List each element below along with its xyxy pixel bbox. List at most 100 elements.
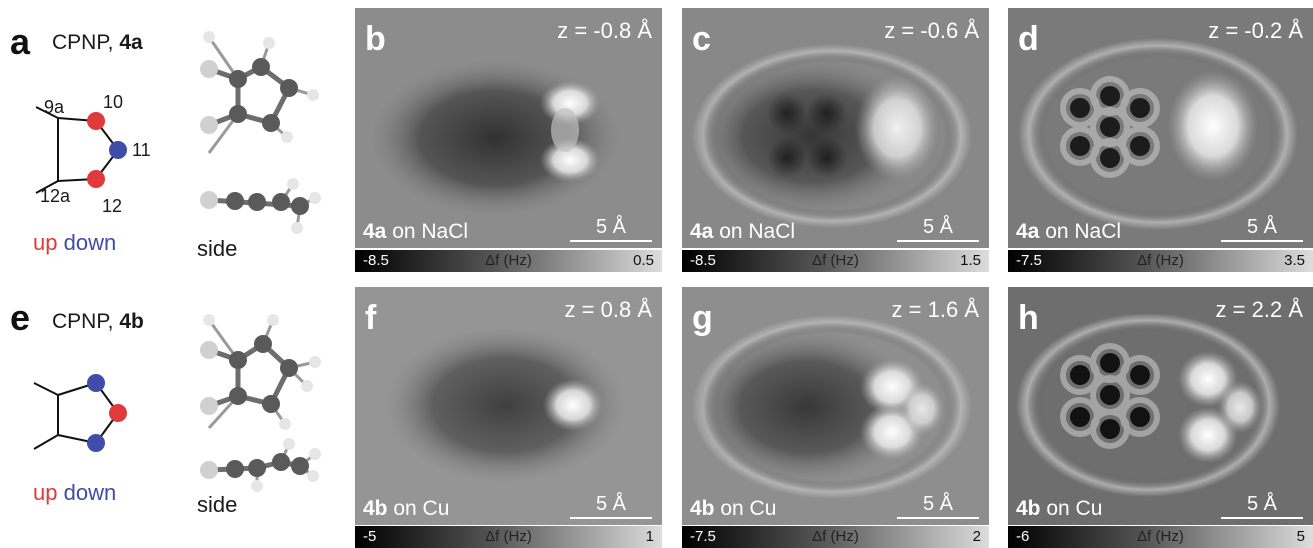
side-label-a: side: [197, 236, 238, 261]
afm-panel-b: b z = -0.8 Å 4a on NaCl 5 Å: [355, 8, 662, 248]
sample-label-c: 4a on NaCl: [690, 221, 795, 242]
colorbar-label-f: Δf (Hz): [485, 528, 532, 545]
height-value-b: z = -0.8 Å: [557, 18, 652, 43]
scale-label-h: 5 Å: [1246, 493, 1278, 515]
colorbar-min-h: -6: [1016, 528, 1030, 545]
atom-label-10: 10: [103, 92, 124, 112]
colorbar-d: -7.5 Δf (Hz) 3.5: [1008, 250, 1313, 272]
colorbar-label-g: Δf (Hz): [812, 528, 859, 545]
colorbar-min-d: -7.5: [1016, 252, 1042, 269]
afm-panel-d: d z = -0.2 Å 4a on NaCl 5 Å: [1008, 8, 1313, 248]
scale-label-b: 5 Å: [595, 216, 627, 238]
sample-label-g: 4b on Cu: [690, 498, 776, 519]
sample-label-h: 4b on Cu: [1016, 498, 1102, 519]
panel-a-title-text: CPNP,: [52, 31, 120, 54]
colorbar-max-b: 0.5: [633, 252, 654, 269]
atom-10-up: [87, 112, 105, 130]
scale-bar-h: 5 Å: [1221, 494, 1303, 519]
sample-label-d: 4a on NaCl: [1016, 221, 1121, 242]
pentagon-structure-4b: [33, 374, 127, 452]
panel-e-title: CPNP, 4b: [52, 311, 144, 332]
panel-letter-c: c: [692, 20, 711, 58]
atom-label-11: 11: [132, 140, 151, 160]
panel-letter-b: b: [365, 20, 386, 58]
height-value-d: z = -0.2 Å: [1208, 18, 1303, 43]
ball-stick-top-4a: [200, 31, 319, 154]
scale-bar-f: 5 Å: [570, 494, 652, 519]
height-value-f: z = 0.8 Å: [564, 297, 652, 322]
sample-label-b: 4a on NaCl: [363, 221, 468, 242]
scale-label-f: 5 Å: [595, 493, 627, 515]
legend-e: up down: [33, 482, 116, 504]
afm-panel-g: g z = 1.6 Å 4b on Cu 5 Å: [682, 287, 989, 525]
molecule-g: 4b: [690, 497, 715, 520]
scale-bar-g: 5 Å: [897, 494, 979, 519]
panel-letter-g: g: [692, 299, 713, 337]
surface-h: on Cu: [1040, 497, 1103, 520]
colorbar-label-b: Δf (Hz): [485, 252, 532, 269]
scale-bar-d: 5 Å: [1221, 217, 1303, 242]
colorbar-b: -8.5 Δf (Hz) 0.5: [355, 250, 662, 272]
atom-label-12: 12: [102, 196, 123, 216]
colorbar-min-b: -8.5: [363, 252, 389, 269]
atom-label-9a: 9a: [44, 97, 65, 117]
surface-g: on Cu: [714, 497, 777, 520]
panel-letter-a: a: [10, 21, 31, 62]
scale-bar-c: 5 Å: [897, 217, 979, 242]
afm-image-b: [370, 60, 620, 216]
colorbar-c: -8.5 Δf (Hz) 1.5: [682, 250, 989, 272]
atom-top-down: [87, 374, 105, 392]
legend-down-e: down: [63, 480, 117, 505]
surface-f: on Cu: [387, 497, 450, 520]
colorbar-label-h: Δf (Hz): [1137, 528, 1184, 545]
afm-image-c: [692, 44, 972, 228]
afm-image-d: [1018, 38, 1298, 230]
colorbar-label-d: Δf (Hz): [1137, 252, 1184, 269]
colorbar-f: -5 Δf (Hz) 1: [355, 526, 662, 548]
height-value-h: z = 2.2 Å: [1215, 297, 1303, 322]
ball-stick-side-4b: [200, 438, 321, 492]
colorbar-max-h: 5: [1296, 528, 1305, 545]
legend-a: up down: [33, 232, 116, 254]
panel-a-title: CPNP, 4a: [52, 32, 143, 53]
panel-a-compound: 4a: [119, 31, 143, 54]
molecule-h: 4b: [1016, 497, 1041, 520]
colorbar-min-f: -5: [363, 528, 377, 545]
panel-e-compound: 4b: [119, 310, 144, 333]
height-value-c: z = -0.6 Å: [884, 18, 979, 43]
molecule-b: 4a: [363, 220, 387, 243]
colorbar-max-f: 1: [645, 528, 654, 545]
surface-d: on NaCl: [1039, 220, 1122, 243]
colorbar-min-c: -8.5: [690, 252, 716, 269]
afm-panel-h: h z = 2.2 Å 4b on Cu 5 Å: [1008, 287, 1313, 525]
panel-letter-e: e: [10, 297, 31, 338]
atom-right-up: [109, 404, 127, 422]
ball-stick-side-4a: [200, 178, 321, 234]
scale-label-d: 5 Å: [1246, 216, 1278, 238]
atom-11-down: [109, 141, 127, 159]
molecule-f: 4b: [363, 497, 388, 520]
colorbar-max-c: 1.5: [960, 252, 981, 269]
afm-image-h: [1016, 313, 1280, 497]
scale-label-c: 5 Å: [922, 216, 954, 238]
colorbar-label-c: Δf (Hz): [812, 252, 859, 269]
panel-letter-h: h: [1018, 299, 1039, 337]
panel-letter-d: d: [1018, 20, 1039, 58]
scale-label-g: 5 Å: [922, 493, 954, 515]
legend-up-a: up: [33, 230, 58, 255]
afm-panel-f: f z = 0.8 Å 4b on Cu 5 Å: [355, 287, 662, 525]
panel-e-title-text: CPNP,: [52, 310, 120, 333]
height-value-g: z = 1.6 Å: [891, 297, 979, 322]
colorbar-max-g: 2: [972, 528, 981, 545]
side-label-e: side: [197, 492, 238, 517]
atom-bottom-down: [87, 434, 105, 452]
legend-down-a: down: [63, 230, 117, 255]
molecule-d: 4a: [1016, 220, 1040, 243]
colorbar-h: -6 Δf (Hz) 5: [1008, 526, 1313, 548]
colorbar-g: -7.5 Δf (Hz) 2: [682, 526, 989, 548]
molecule-c: 4a: [690, 220, 714, 243]
surface-b: on NaCl: [386, 220, 469, 243]
legend-up-e: up: [33, 480, 58, 505]
scale-bar-b: 5 Å: [570, 217, 652, 242]
panel-letter-f: f: [365, 299, 377, 337]
